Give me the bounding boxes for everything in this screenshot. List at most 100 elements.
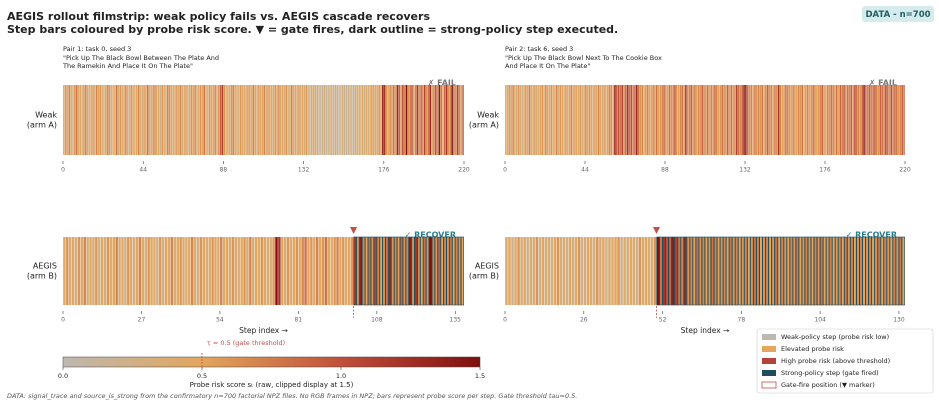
step-bar [199,237,203,305]
step-bar [279,85,282,155]
step-bar [541,237,545,305]
step-bar [505,85,507,155]
step-bar [516,85,518,155]
step-bar [108,85,111,155]
step-bar [453,85,455,155]
step-bar [425,85,428,155]
step-bar [109,237,113,305]
strong-step-bar [768,236,772,306]
strong-step-bar [795,236,799,306]
strong-step-bar [431,236,435,306]
step-bar [329,85,331,155]
step-bar [83,237,86,305]
strong-step-bar [759,236,763,306]
step-bar [886,85,889,155]
step-bar [548,85,551,155]
step-bar [405,85,408,155]
step-bar [222,237,226,305]
strong-step-bar [356,236,360,306]
instruction: And Place It On The Plate" [505,62,590,70]
step-bar [316,85,318,155]
step-bar [83,85,85,155]
step-bar [243,237,246,305]
step-bar [298,85,300,155]
step-bar [92,85,94,155]
step-bar [462,85,464,155]
step-bar [706,85,709,155]
step-bar [681,85,683,155]
step-bar [442,85,444,155]
strong-step-bar [707,236,712,306]
step-bar [550,85,553,155]
strong-step-bar [777,236,781,306]
step-bar [259,85,262,155]
step-bar [766,85,769,155]
strong-step-bar [656,236,660,306]
step-bar [393,85,395,155]
step-bar [619,85,622,155]
step-bar [892,85,894,155]
step-bar [650,85,653,155]
step-bar [95,237,98,305]
strong-step-bar [820,236,824,306]
title: AEGIS rollout filmstrip: weak policy fai… [7,10,430,23]
x-tick-label: 108 [371,317,383,324]
row-label: Weak [35,111,57,120]
step-bar [167,237,171,305]
step-bar [365,85,368,155]
step-bar [101,85,103,155]
strong-step-bar [832,236,836,306]
step-bar [414,85,417,155]
step-bar [402,85,404,155]
step-bar [423,85,426,155]
step-bar [418,85,421,155]
step-bar [556,237,560,305]
step-bar [814,85,816,155]
step-bar [263,237,267,305]
step-bar [103,237,107,305]
step-bar [247,85,249,155]
row-label: (arm A) [27,121,57,130]
step-bar [554,85,556,155]
step-bar [223,85,226,155]
strong-step-bar [744,236,748,306]
legend-swatch [762,334,776,340]
strong-step-bar [399,236,403,306]
step-bar [626,237,629,305]
step-bar [63,85,65,155]
step-bar [628,85,631,155]
step-bar [854,85,856,155]
step-bar [183,85,185,155]
step-bar [347,237,351,305]
footer: DATA: signal_trace and source_is_strong … [7,392,577,400]
step-bar [334,85,337,155]
step-bar [349,85,351,155]
step-bar [336,85,339,155]
step-bar [89,237,92,305]
strong-step-bar [783,236,787,306]
strong-step-bar [859,236,863,306]
step-bar [295,237,299,305]
step-bar [857,85,860,155]
step-bar [203,85,205,155]
step-bar [626,85,629,155]
step-bar [690,85,693,155]
step-bar [261,85,264,155]
step-bar [201,85,204,155]
step-bar [210,85,213,155]
step-bar [68,237,72,305]
step-bar [320,85,322,155]
step-bar [757,85,760,155]
step-bar [590,237,593,305]
strong-step-bar [889,236,893,306]
subtitle: Step bars coloured by probe risk score. … [7,23,618,36]
strong-step-bar [789,236,793,306]
step-bar [708,85,711,155]
step-bar [566,85,569,155]
strong-step-bar [853,236,857,306]
step-bar [256,85,258,155]
strong-step-bar [434,236,438,306]
step-bar [801,85,803,155]
step-bar [552,85,554,155]
step-bar [876,85,878,155]
